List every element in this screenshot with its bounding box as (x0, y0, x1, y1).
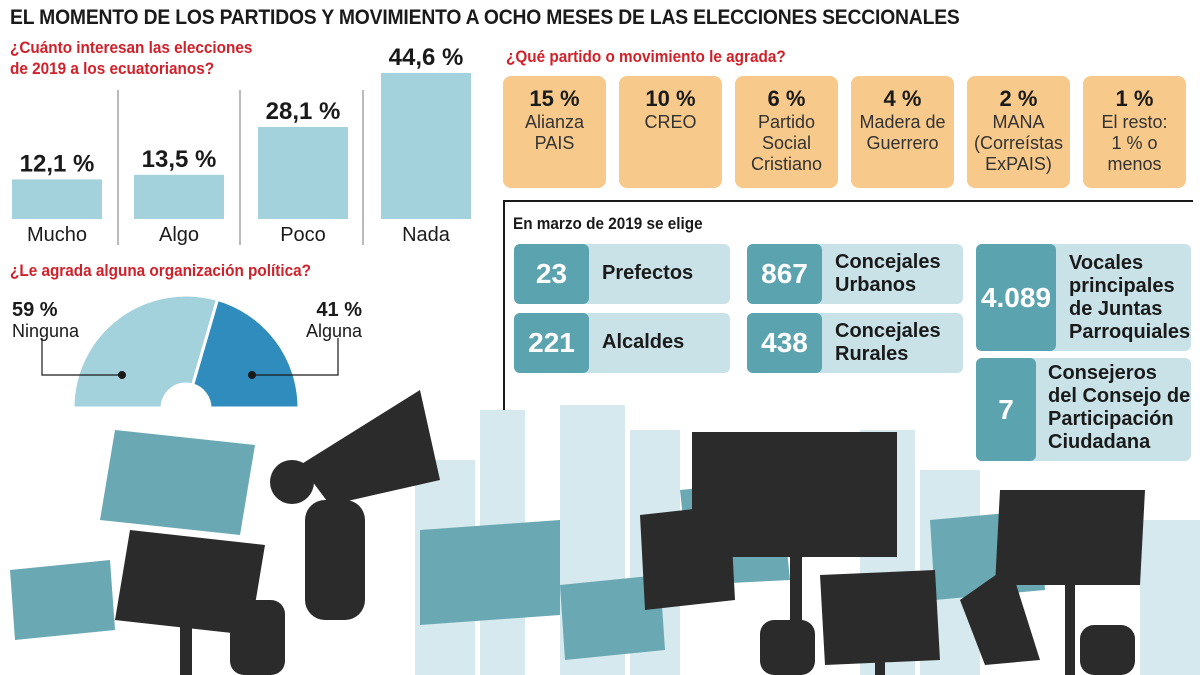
protest-signs-dark (115, 432, 1145, 665)
raised-fists (230, 600, 1135, 675)
bar-mucho (12, 179, 102, 219)
slice-value-label: 59 % (12, 299, 58, 321)
slice-category-label: Alguna (306, 321, 363, 341)
role-label: Prefectos (602, 262, 693, 285)
bar-value-label: 13,5 % (142, 146, 217, 173)
leader-dot (118, 371, 126, 379)
role-label: Consejeros del Consejo de Participación Ciu… (1048, 362, 1190, 454)
role-box: 438 Concejales Rurales (747, 313, 963, 373)
party-percent: 1 % (1115, 86, 1154, 111)
role-box: 221 Alcaldes (514, 313, 730, 373)
bar-category-label: Algo (159, 224, 199, 246)
party-name-line: MANA (992, 112, 1045, 132)
role-label-line: Concejales (835, 320, 941, 342)
party-card: 2 % MANA (Correístas ExPAIS) (967, 76, 1070, 188)
bar-category-label: Nada (402, 224, 451, 246)
role-label-line: Consejeros (1048, 362, 1157, 384)
leader-line-alguna (252, 338, 339, 376)
slice-alguna (190, 297, 301, 410)
slice-ninguna (71, 293, 220, 410)
role-label-line: Rurales (835, 343, 909, 365)
page-title: EL MOMENTO DE LOS PARTIDOS Y MOVIMIENTO … (10, 6, 960, 29)
bar-value-label: 12,1 % (20, 150, 95, 177)
elections-heading: En marzo de 2019 se elige (513, 214, 703, 233)
slice-category-label: Ninguna (12, 321, 80, 341)
role-box: 23 Prefectos (514, 244, 730, 304)
role-count: 867 (747, 244, 822, 304)
elections-frame-left (503, 200, 505, 425)
party-name-line: Madera de (859, 112, 946, 132)
party-percent: 6 % (767, 86, 806, 111)
approval-question: ¿Le agrada alguna organización política? (10, 261, 311, 280)
party-name-line: CREO (644, 112, 697, 132)
role-count: 23 (514, 244, 589, 304)
party-name-line: Alianza (524, 112, 585, 132)
role-count: 7 (976, 358, 1036, 461)
parties-question: ¿Qué partido o movimiento le agrada? (506, 47, 786, 66)
party-name-line: PAIS (534, 133, 575, 153)
bar-nada (381, 73, 471, 219)
party-name-line: Social (761, 133, 812, 153)
bar-category-label: Mucho (27, 224, 87, 246)
party-card: 4 % Madera de Guerrero (851, 76, 954, 188)
party-card: 1 % El resto: 1 % o menos (1083, 76, 1186, 188)
role-label-line: Ciudadana (1048, 431, 1151, 453)
party-name-line: Cristiano (750, 154, 823, 174)
bar-value-label: 44,6 % (389, 44, 464, 71)
role-label: Alcaldes (602, 331, 684, 354)
bar-category-label: Poco (280, 224, 326, 246)
role-label: Concejales Urbanos (835, 251, 941, 297)
approval-half-donut-chart: 59 %Ninguna 41 %Alguna (12, 293, 363, 410)
party-name-line: Guerrero (866, 133, 939, 153)
party-name-line: ExPAIS) (985, 154, 1052, 174)
megaphone-icon (270, 390, 440, 620)
role-label-line: Urbanos (835, 274, 917, 296)
party-percent: 15 % (529, 86, 580, 111)
role-label-line: Prefectos (602, 262, 694, 284)
bar-algo (134, 174, 224, 219)
bar-value-label: 28,1 % (266, 98, 341, 125)
role-label-line: Concejales (835, 251, 941, 273)
protest-illustration (10, 390, 1200, 675)
party-name-line: El resto: (1101, 112, 1168, 132)
role-label-line: Vocales (1069, 252, 1144, 274)
role-box: 7 Consejeros del Consejo de Participación Ci… (976, 358, 1191, 461)
party-card: 6 % Partido Social Cristiano (735, 76, 838, 188)
leader-line-ninguna (41, 338, 122, 376)
role-label: Concejales Rurales (835, 320, 941, 366)
role-label-line: del Consejo de (1048, 385, 1191, 407)
party-percent: 2 % (999, 86, 1038, 111)
party-name-line: (Correístas (973, 133, 1063, 153)
role-label-line: Participación (1048, 408, 1174, 430)
interest-question-line2: de 2019 a los ecuatorianos? (10, 59, 215, 78)
party-name-line: Partido (757, 112, 816, 132)
party-card: 10 % CREO (619, 76, 722, 188)
role-label: Vocales principales de Juntas Parroquiales (1069, 252, 1190, 344)
role-box: 867 Concejales Urbanos (747, 244, 963, 304)
party-cards: 15 % Alianza PAIS 10 % CREO 6 % Partido Social C… (503, 76, 1193, 188)
slice-value-label: 41 % (316, 299, 362, 321)
role-count: 221 (514, 313, 589, 373)
role-label-line: Parroquiales (1069, 321, 1191, 343)
party-name-line: menos (1107, 154, 1162, 174)
leader-dot (248, 371, 256, 379)
interest-bar-chart: 12,1 % Mucho 13,5 % Algo 28,1 % Poco 44,6 % Nad… (12, 44, 471, 246)
role-count: 4.089 (976, 244, 1056, 351)
party-percent: 4 % (883, 86, 922, 111)
party-card: 15 % Alianza PAIS (503, 76, 606, 188)
role-label-line: de Juntas (1069, 298, 1163, 320)
party-name-line: 1 % o (1111, 133, 1158, 153)
party-percent: 10 % (645, 86, 696, 111)
role-count: 438 (747, 313, 822, 373)
role-box: 4.089 Vocales principales de Juntas Parroqui… (976, 244, 1191, 351)
interest-question-line1: ¿Cuánto interesan las elecciones (10, 38, 253, 57)
elections-frame-top (503, 200, 1193, 202)
bar-poco (258, 127, 348, 219)
megaphone-icon-right (960, 565, 1040, 665)
role-label-line: Alcaldes (602, 331, 685, 353)
role-label-line: principales (1069, 275, 1175, 297)
